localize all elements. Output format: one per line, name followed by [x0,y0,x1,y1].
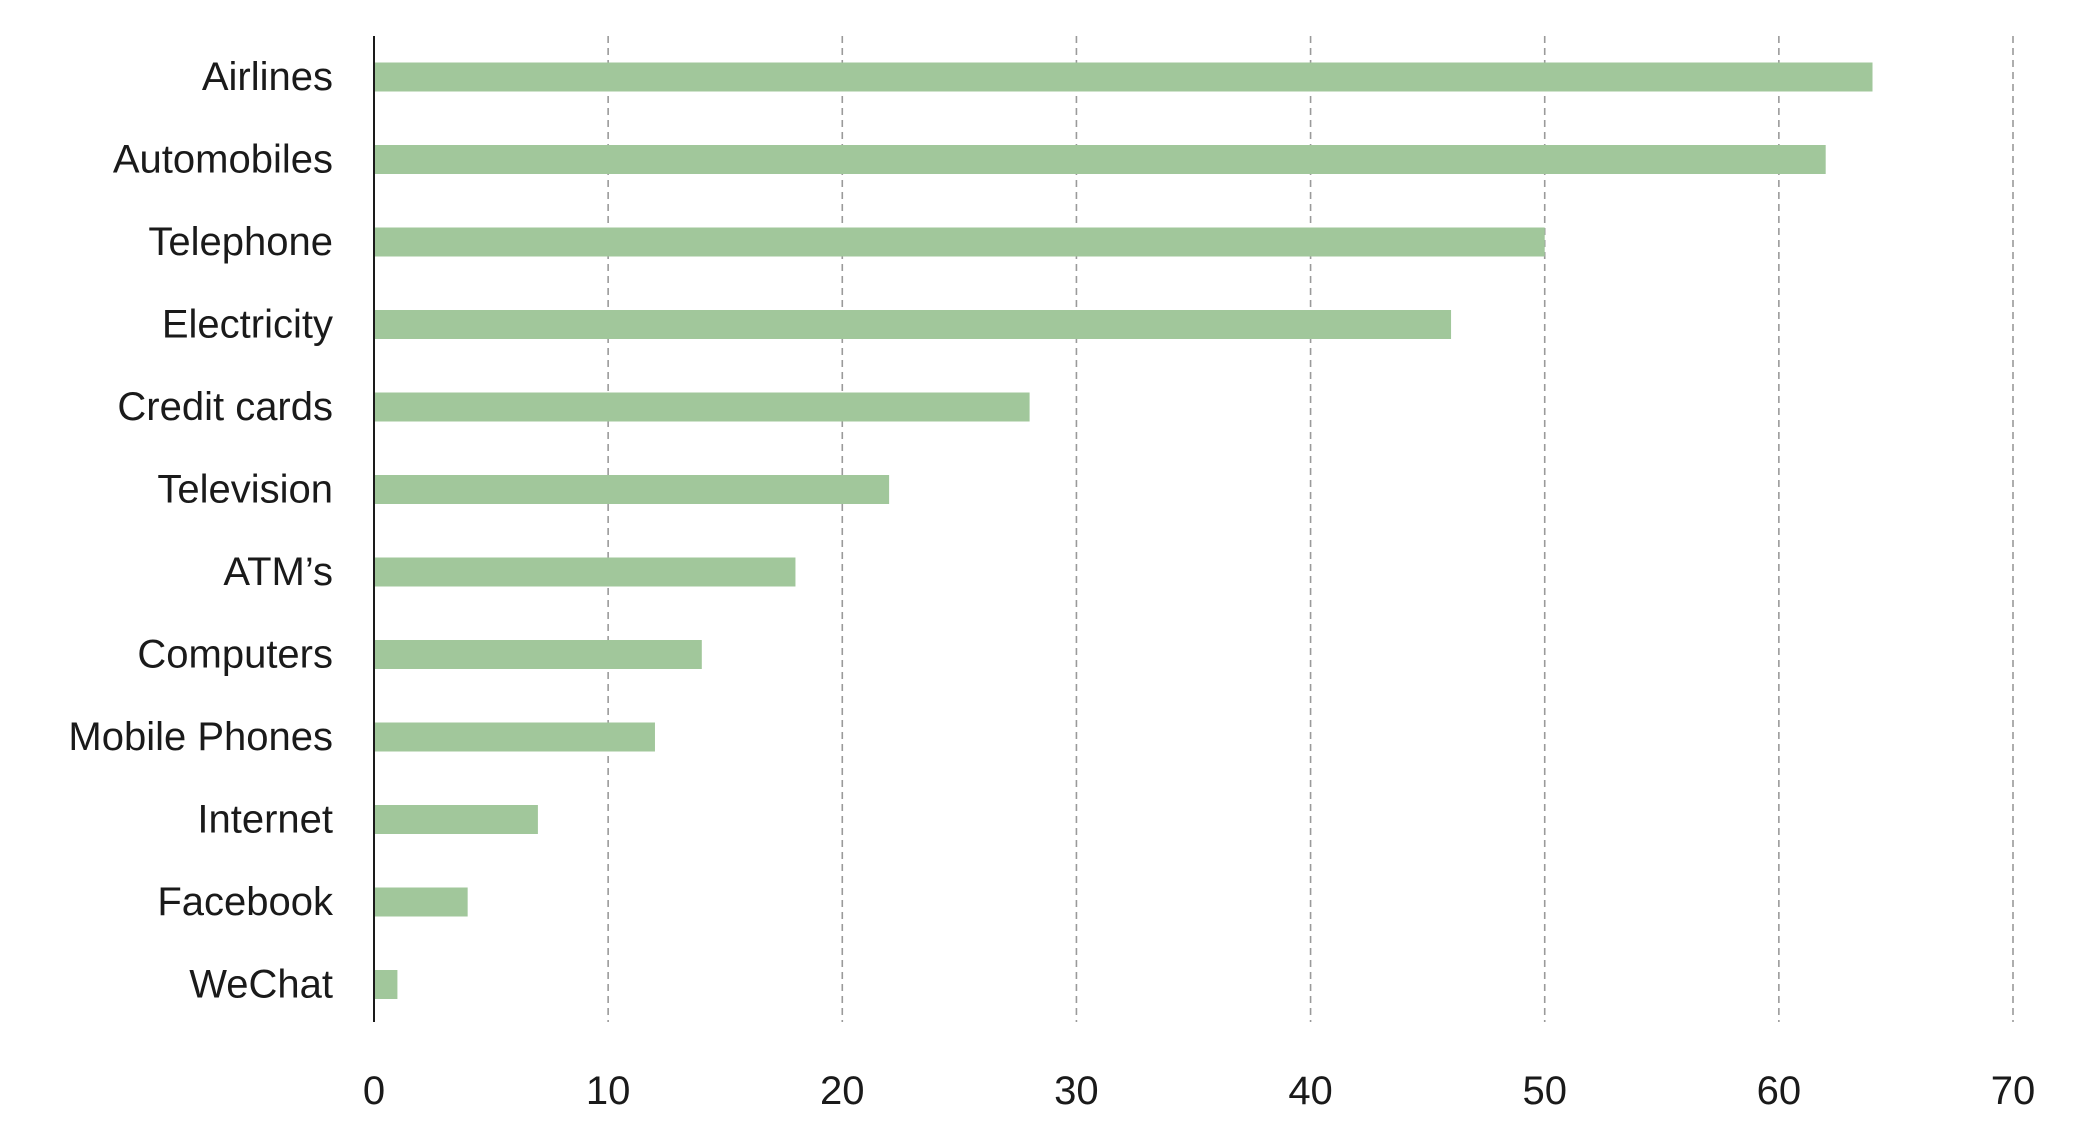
gridlines [607,36,2014,1022]
x-tick-label-0: 0 [363,1069,385,1113]
bar-telephone [374,227,1545,257]
bar-television [374,475,890,504]
bar-wechat [374,970,398,999]
x-tick-label-60: 60 [1757,1069,1802,1113]
bar-electricity [374,310,1452,339]
x-tick-label-20: 20 [820,1069,865,1113]
x-tick-label-30: 30 [1054,1069,1099,1113]
category-label-facebook: Facebook [157,880,334,924]
category-label-mobile-phones: Mobile Phones [68,715,333,759]
category-labels: Airlines Automobiles Telephone Electricity C… [68,55,334,1007]
bar-automobiles [374,145,1826,174]
category-label-television: Television [157,468,333,512]
category-label-credit-cards: Credit cards [117,385,333,429]
x-tick-labels: 0 10 20 30 40 50 60 70 [363,1069,2035,1113]
bar-computers [374,640,702,669]
category-label-internet: Internet [197,798,333,842]
x-tick-label-40: 40 [1288,1069,1333,1113]
x-tick-label-10: 10 [586,1069,631,1113]
category-label-computers: Computers [137,633,333,677]
bar-credit-cards [374,392,1030,422]
category-label-telephone: Telephone [148,220,333,264]
bar-mobile-phones [374,722,655,752]
bar-internet [374,805,538,834]
category-label-atm-s: ATM’s [223,550,333,594]
category-label-airlines: Airlines [202,55,333,99]
category-label-electricity: Electricity [162,303,333,347]
x-tick-label-50: 50 [1522,1069,1567,1113]
bar-atm-s [374,557,796,587]
bar-facebook [374,887,468,917]
category-label-wechat: WeChat [189,963,333,1007]
bar-airlines [374,62,1873,92]
x-tick-label-70: 70 [1991,1069,2036,1113]
category-label-automobiles: Automobiles [113,138,333,182]
bars [374,62,1873,999]
